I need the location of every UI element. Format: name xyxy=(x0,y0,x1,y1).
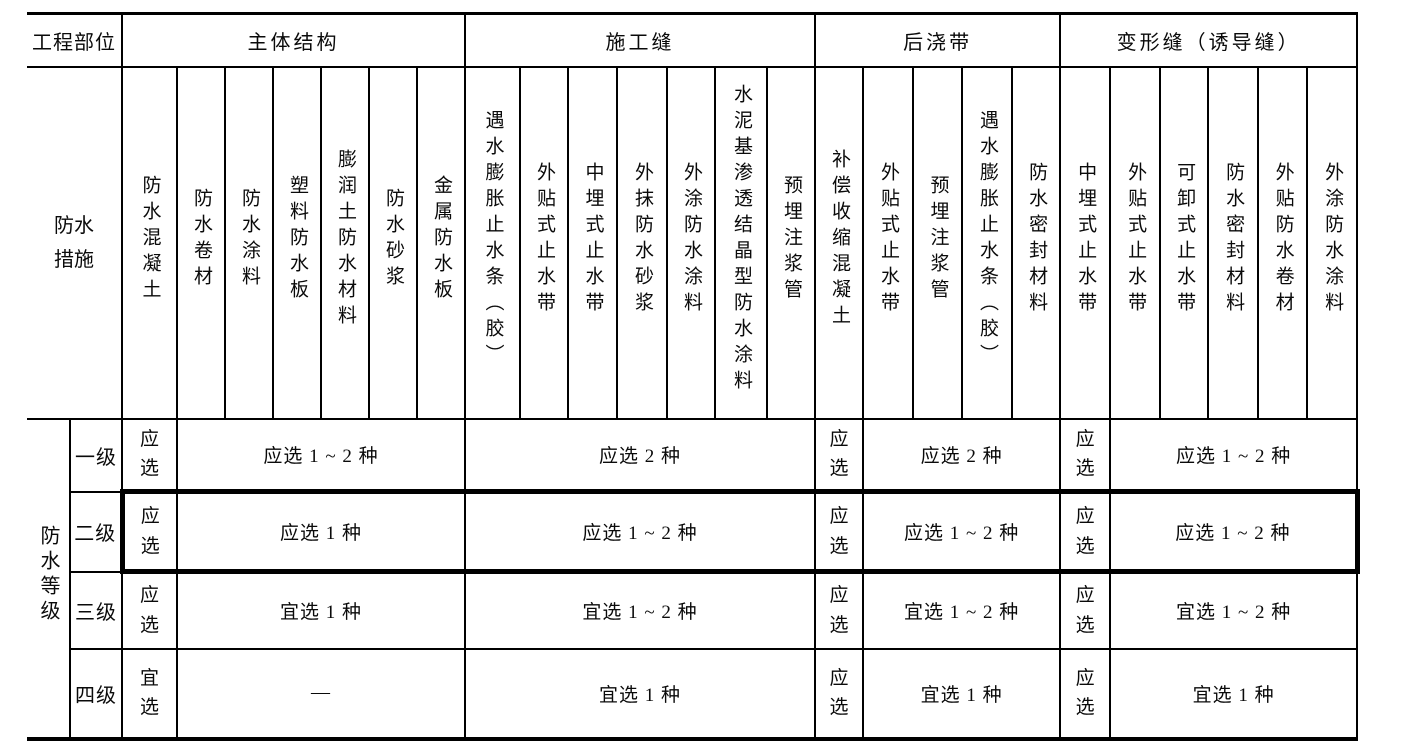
cell-strip-first: 应选 xyxy=(814,647,865,740)
column-header: 外贴防水卷材 xyxy=(1257,65,1309,420)
grade-label-cell: 三级 xyxy=(69,570,123,650)
column-header: 防水密封材料 xyxy=(1207,65,1260,420)
cell-deform-rest: 应选 1 ~ 2 种 xyxy=(1109,417,1359,493)
cell-strip-rest: 宜选 1 种 xyxy=(862,647,1062,740)
group-header-post-cast-strip: 后浇带 xyxy=(814,12,1062,68)
grade-axis-label-cell: 防水等级 xyxy=(27,417,71,740)
column-header: 预埋注浆管 xyxy=(766,65,817,420)
column-header: 外贴式止水带 xyxy=(519,65,570,420)
cell-deform-first: 应选 xyxy=(1059,489,1112,574)
cell-strip-rest: 应选 2 种 xyxy=(862,417,1062,493)
cell-deform-rest: 应选 1 ~ 2 种 xyxy=(1109,489,1360,574)
column-header: 外抹防水砂浆 xyxy=(616,65,669,420)
cell-deform-rest: 宜选 1 ~ 2 种 xyxy=(1109,570,1359,650)
column-header: 水泥基渗透结晶型防水涂料 xyxy=(714,65,769,420)
data-row-grade3: 三级 应选 宜选 1 种 宜选 1 ~ 2 种 应选 宜选 1 ~ 2 种 应选… xyxy=(27,570,1359,650)
column-header: 外涂防水涂料 xyxy=(666,65,717,420)
cell-strip-first: 应选 xyxy=(814,570,865,650)
column-header: 金属防水板 xyxy=(415,65,467,420)
cell-main-rest: 宜选 1 种 xyxy=(175,570,467,650)
column-header: 膨润土防水材料 xyxy=(320,65,370,420)
column-header: 外涂防水涂料 xyxy=(1306,65,1359,420)
cell-main-rest: 应选 1 ~ 2 种 xyxy=(175,417,467,493)
column-header: 防水混凝土 xyxy=(121,65,178,420)
cell-joint: 宜选 1 ~ 2 种 xyxy=(464,570,817,650)
cell-strip-first: 应选 xyxy=(814,489,865,574)
group-header-deformation-joint: 变形缝（诱导缝） xyxy=(1059,12,1359,68)
corner-cell-project-part: 工程部位 xyxy=(27,12,123,68)
cell-joint: 宜选 1 种 xyxy=(464,647,817,740)
cell-deform-first: 应选 xyxy=(1059,647,1112,740)
grade-label-cell: 四级 xyxy=(69,647,123,740)
column-header: 中埋式止水带 xyxy=(567,65,619,420)
cell-main-first: 应选 xyxy=(121,570,178,650)
measures-label: 防水措施 xyxy=(54,214,94,271)
highlighted-row-grade2: 二级 应选 应选 1 种 应选 1 ~ 2 种 应选 应选 1 ~ 2 种 应选… xyxy=(27,489,1360,574)
data-row-grade1: 防水等级 一级 应选 应选 1 ~ 2 种 应选 2 种 应选 应选 2 种 应… xyxy=(27,417,1359,740)
column-header: 塑料防水板 xyxy=(272,65,322,420)
data-row-grade4: 四级 宜选 — 宜选 1 种 应选 宜选 1 种 应选 宜选 1 种 xyxy=(27,647,1359,740)
cell-main-rest: 应选 1 种 xyxy=(175,489,467,574)
column-header: 可卸式止水带 xyxy=(1159,65,1210,420)
column-header: 外贴式止水带 xyxy=(862,65,915,420)
column-header: 预埋注浆管 xyxy=(912,65,964,420)
cell-strip-rest: 宜选 1 ~ 2 种 xyxy=(862,570,1062,650)
column-header: 外贴式止水带 xyxy=(1109,65,1162,420)
column-header: 中埋式止水带 xyxy=(1059,65,1112,420)
column-header: 防水涂料 xyxy=(224,65,274,420)
column-header-row: 防水措施 防水混凝土 防水卷材 防水涂料 塑料防水板 膨润土防水材料 防水砂浆 … xyxy=(27,65,1359,420)
column-header: 防水密封材料 xyxy=(1011,65,1062,420)
column-header: 遇水膨胀止水条（胶） xyxy=(961,65,1014,420)
grade-label-cell: 二级 xyxy=(69,490,123,573)
waterproofing-measures-table: 工程部位 主体结构 施工缝 后浇带 变形缝（诱导缝） 防水措施 防水混凝土 防水… xyxy=(27,12,1360,741)
cell-joint: 应选 1 ~ 2 种 xyxy=(464,489,817,574)
cell-main-rest: — xyxy=(175,647,467,740)
column-header: 补偿收缩混凝土 xyxy=(814,65,865,420)
column-header: 防水砂浆 xyxy=(368,65,418,420)
cell-strip-rest: 应选 1 ~ 2 种 xyxy=(862,489,1062,574)
corner-label: 工程部位 xyxy=(32,31,116,54)
grade-label-cell: 一级 xyxy=(69,417,123,493)
group-header-row: 工程部位 主体结构 施工缝 后浇带 变形缝（诱导缝） xyxy=(27,12,1359,68)
cell-strip-first: 应选 xyxy=(814,417,865,493)
cell-joint: 应选 2 种 xyxy=(464,417,817,493)
cell-deform-first: 应选 xyxy=(1059,417,1112,493)
column-header: 防水卷材 xyxy=(176,65,226,420)
cell-main-first: 应选 xyxy=(121,417,178,493)
cell-deform-first: 应选 xyxy=(1059,570,1112,650)
measures-label-cell: 防水措施 xyxy=(27,65,123,420)
group-header-main-structure: 主体结构 xyxy=(120,12,467,68)
cell-main-first: 应选 xyxy=(119,489,178,574)
group-header-construction-joint: 施工缝 xyxy=(464,12,817,68)
column-header: 遇水膨胀止水条（胶） xyxy=(464,65,522,420)
cell-main-first: 宜选 xyxy=(121,647,178,740)
grade-axis-label: 防水等级 xyxy=(37,525,59,625)
cell-deform-rest: 宜选 1 种 xyxy=(1109,647,1359,740)
